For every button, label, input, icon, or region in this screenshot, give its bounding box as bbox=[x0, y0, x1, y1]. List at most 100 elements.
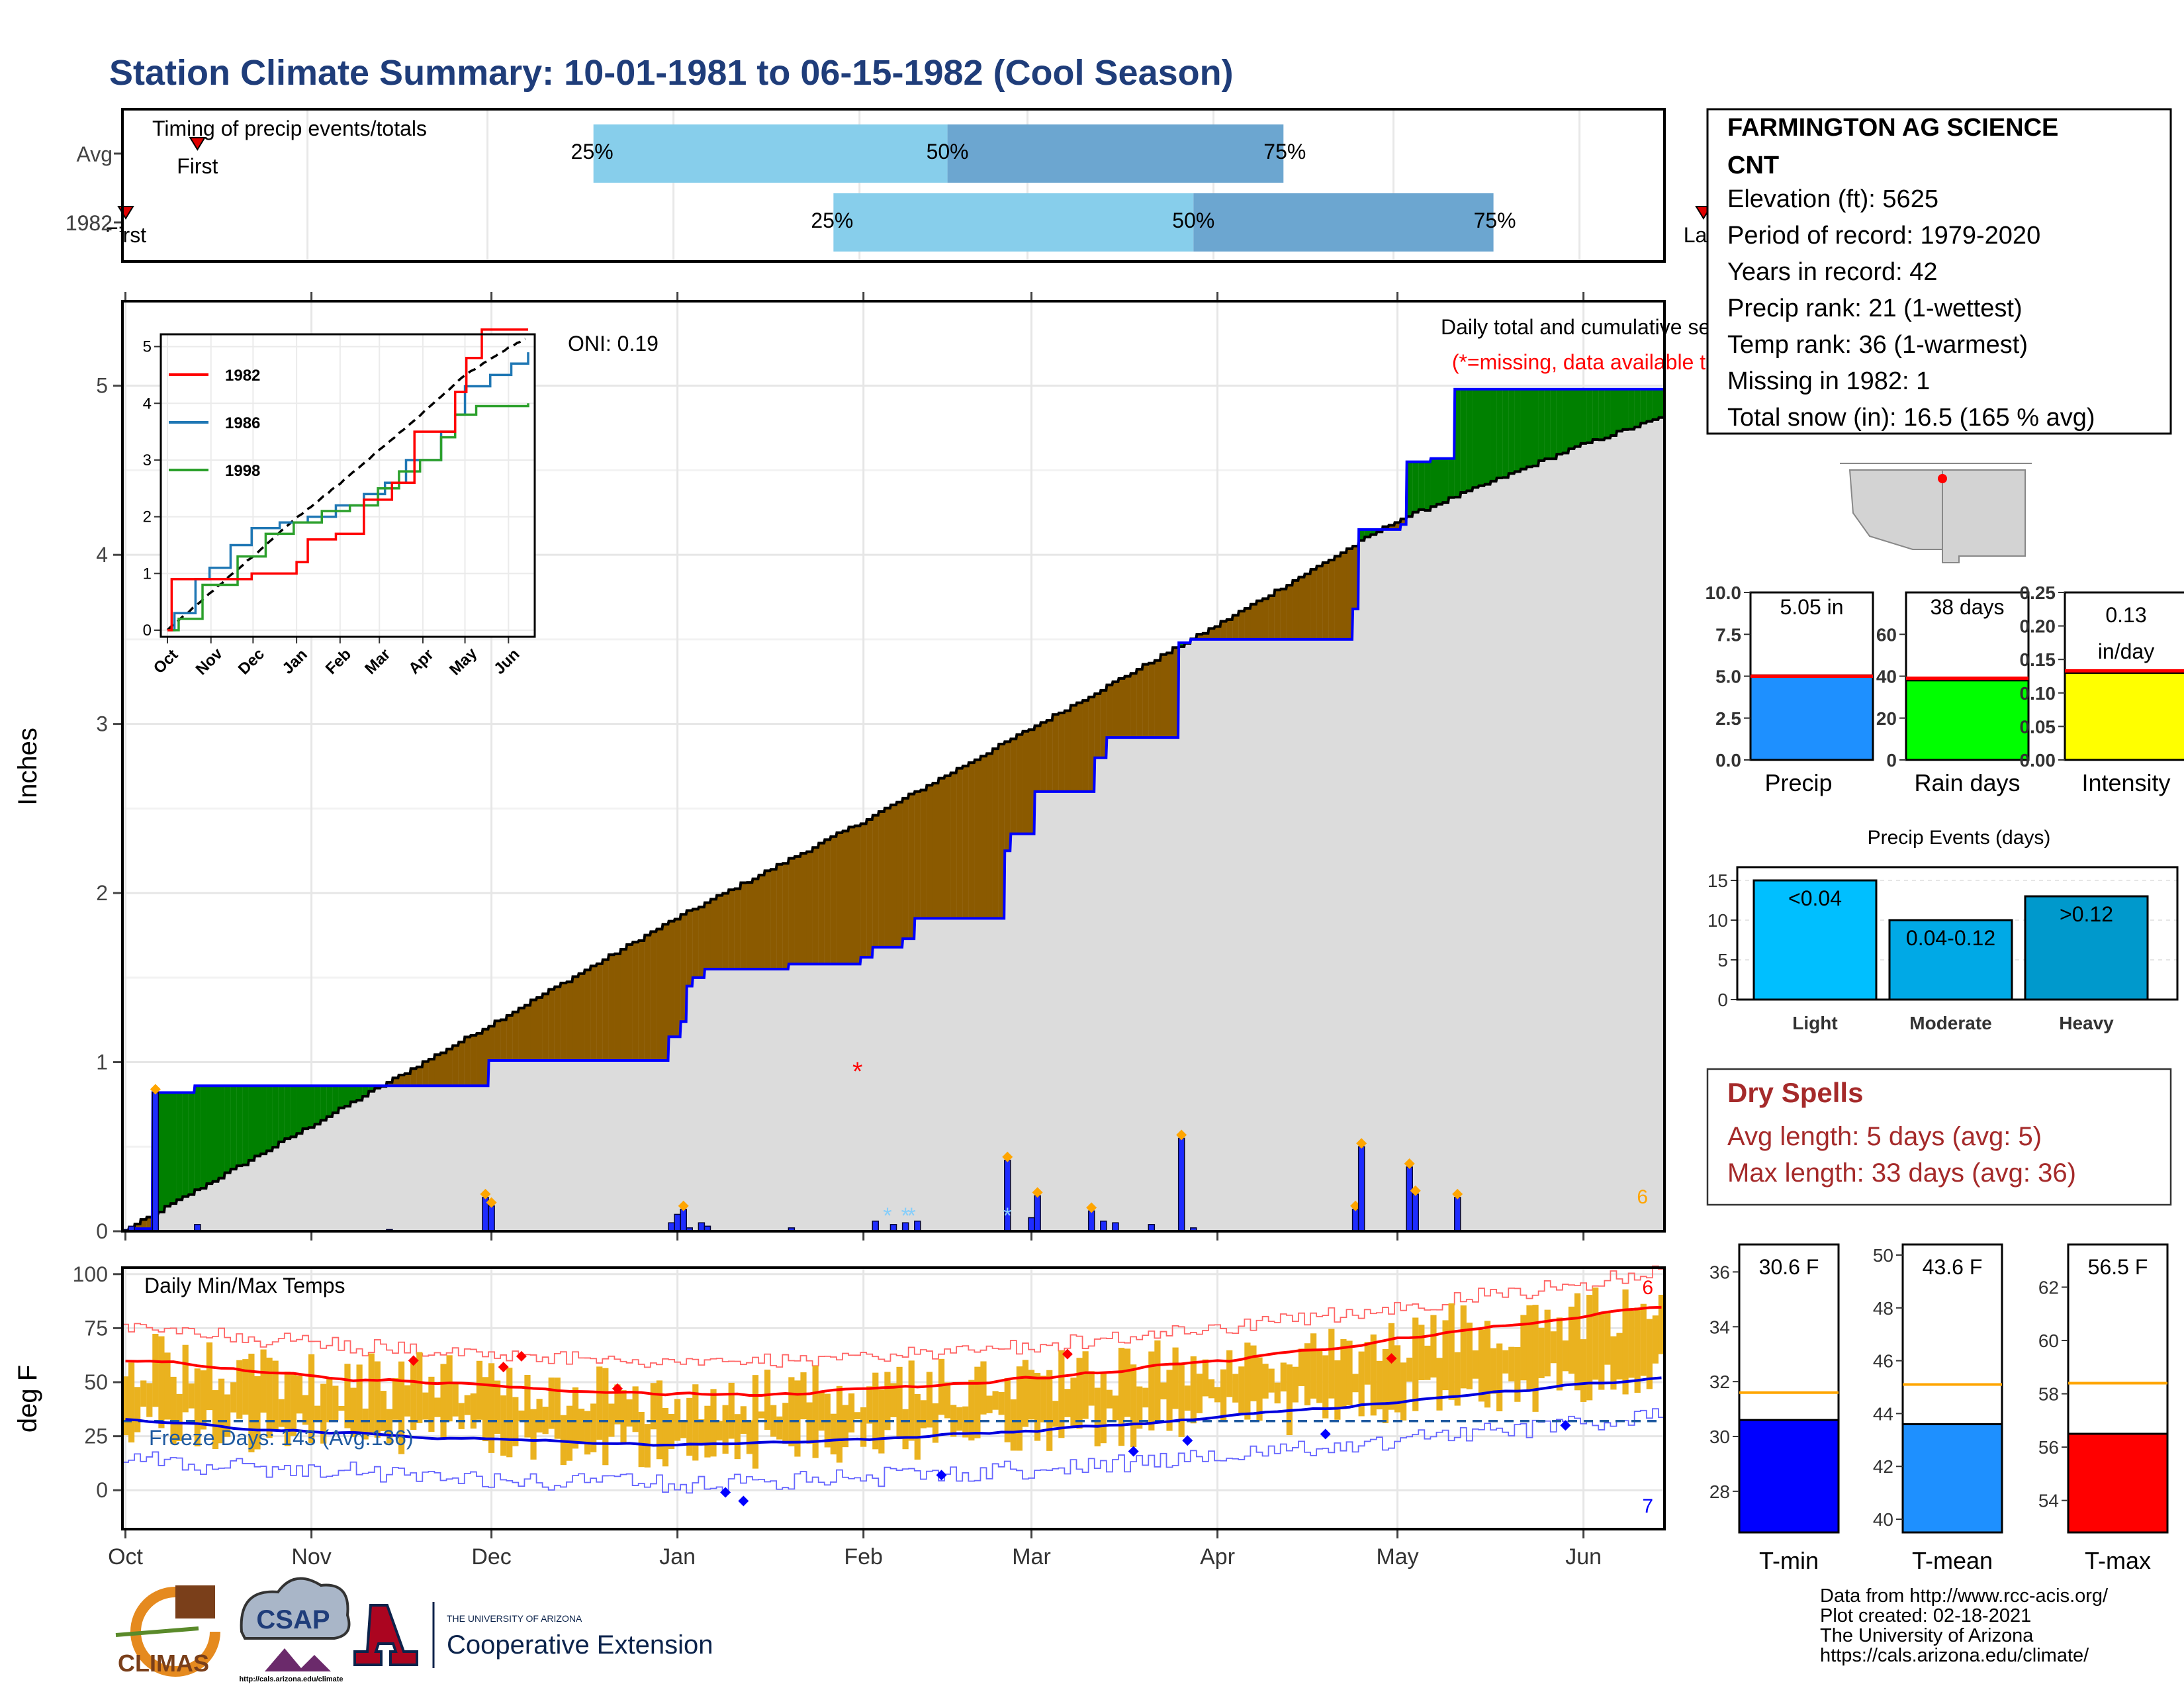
timing-bar-25-50 bbox=[833, 193, 1194, 252]
daily-temp-bar bbox=[1202, 1359, 1209, 1397]
anomaly-fill bbox=[1298, 577, 1305, 639]
anomaly-fill bbox=[1514, 389, 1521, 472]
daily-temp-bar bbox=[194, 1368, 201, 1446]
daily-temp-bar bbox=[716, 1421, 723, 1441]
daily-temp-bar bbox=[1088, 1371, 1095, 1406]
anomaly-fill bbox=[320, 1086, 327, 1121]
anomaly-fill bbox=[440, 1053, 447, 1086]
daily-temp-bar bbox=[692, 1384, 699, 1461]
anomaly-fill bbox=[920, 790, 927, 919]
anomaly-fill bbox=[1244, 608, 1251, 639]
daily-temp-bar bbox=[590, 1403, 597, 1452]
summary-value-label: 38 days bbox=[1930, 595, 2004, 619]
events-ytick-label: 10 bbox=[1707, 910, 1728, 931]
daily-temp-bar bbox=[770, 1405, 777, 1437]
daily-temp-bar bbox=[1004, 1378, 1011, 1442]
temp-bar-ytick-label: 56 bbox=[2038, 1437, 2059, 1458]
daily-temp-bar bbox=[440, 1364, 447, 1439]
summary-ytick-label: 0.00 bbox=[2020, 750, 2056, 771]
daily-temp-bar bbox=[1244, 1342, 1251, 1420]
anomaly-fill bbox=[1316, 566, 1323, 639]
daily-temp-bar bbox=[1658, 1295, 1665, 1354]
timing-title: Timing of precip events/totals bbox=[152, 117, 427, 140]
anomaly-fill bbox=[1640, 389, 1647, 424]
temp-panel-border bbox=[121, 1266, 1666, 1530]
anomaly-fill bbox=[1280, 588, 1287, 639]
anomaly-fill bbox=[428, 1058, 435, 1086]
anomaly-fill bbox=[884, 808, 891, 947]
month-label: Dec bbox=[471, 1544, 511, 1570]
station-info-line: Elevation (ft): 5625 bbox=[1727, 185, 1938, 213]
daily-temp-bar bbox=[410, 1358, 417, 1430]
anomaly-fill bbox=[176, 1092, 183, 1200]
daily-temp-bar bbox=[1598, 1313, 1605, 1390]
anomaly-fill bbox=[926, 785, 933, 919]
inset-ytick-label: 2 bbox=[143, 508, 152, 526]
anomaly-fill bbox=[338, 1086, 345, 1108]
anomaly-fill bbox=[1454, 389, 1461, 498]
anomaly-fill bbox=[1130, 673, 1137, 738]
summary-ytick-label: 0.05 bbox=[2020, 716, 2056, 737]
daily-temp-bar bbox=[1532, 1305, 1539, 1412]
daily-temp-bar bbox=[1646, 1319, 1653, 1389]
anomaly-fill bbox=[1418, 461, 1425, 510]
daily-temp-bar bbox=[656, 1380, 663, 1460]
anomaly-fill bbox=[254, 1086, 261, 1156]
daily-temp-bar bbox=[158, 1336, 165, 1429]
anomaly-fill bbox=[1274, 590, 1281, 639]
daily-temp-bar bbox=[1484, 1321, 1491, 1408]
timing-first-marker bbox=[189, 137, 206, 151]
daily-temp-bar bbox=[128, 1362, 135, 1443]
daily-temp-bar bbox=[230, 1382, 237, 1413]
daily-temp-bar bbox=[1160, 1382, 1167, 1399]
anomaly-fill bbox=[992, 749, 999, 919]
precip-panel-border bbox=[121, 300, 1666, 1233]
daily-temp-bar bbox=[1394, 1345, 1401, 1413]
anomaly-fill bbox=[830, 836, 837, 964]
anomaly-fill bbox=[290, 1086, 296, 1137]
anomaly-fill bbox=[956, 768, 963, 919]
month-label: May bbox=[1376, 1544, 1418, 1570]
summary-ytick-label: 20 bbox=[1876, 708, 1897, 729]
daily-temp-bar bbox=[284, 1372, 291, 1446]
anomaly-fill bbox=[1058, 712, 1065, 792]
month-label: Apr bbox=[1200, 1544, 1235, 1570]
anomaly-fill bbox=[488, 1026, 495, 1060]
anomaly-fill bbox=[1106, 684, 1113, 738]
daily-temp-bar bbox=[710, 1389, 717, 1457]
anomaly-fill bbox=[944, 775, 951, 919]
anomaly-fill bbox=[536, 997, 543, 1060]
anomaly-fill bbox=[1382, 526, 1389, 530]
temp-ytick-label: 50 bbox=[84, 1370, 108, 1394]
daily-temp-bar bbox=[1640, 1303, 1647, 1376]
csap-logo-mountain bbox=[265, 1648, 331, 1671]
temp-ylabel: deg F bbox=[13, 1365, 42, 1432]
snow-marker bbox=[678, 1200, 689, 1211]
daily-temp-bar bbox=[464, 1395, 471, 1415]
daily-temp-bar bbox=[1232, 1374, 1239, 1403]
daily-temp-bar bbox=[1328, 1329, 1335, 1399]
anomaly-fill bbox=[1592, 389, 1599, 440]
daily-temp-bar bbox=[242, 1359, 249, 1415]
anomaly-fill bbox=[1142, 664, 1149, 738]
events-ytick-label: 5 bbox=[1717, 950, 1728, 970]
anomaly-fill bbox=[506, 1015, 513, 1060]
anomaly-fill bbox=[1214, 626, 1221, 639]
daily-temp-bar bbox=[1268, 1368, 1275, 1393]
anomaly-fill bbox=[314, 1086, 321, 1125]
anomaly-fill bbox=[1472, 389, 1479, 488]
daily-temp-bar bbox=[152, 1333, 159, 1407]
daily-temp-bar bbox=[932, 1403, 939, 1443]
daily-temp-bar bbox=[1220, 1369, 1227, 1422]
anomaly-fill bbox=[350, 1086, 357, 1102]
trace-marker: * bbox=[901, 1203, 910, 1229]
daily-temp-bar bbox=[1526, 1305, 1533, 1391]
snow-marker bbox=[1086, 1202, 1097, 1213]
daily-temp-bar bbox=[296, 1376, 303, 1414]
summary-value-label: 5.05 in bbox=[1780, 595, 1843, 619]
summary-ytick-label: 0.10 bbox=[2020, 683, 2056, 704]
daily-temp-bar bbox=[1586, 1295, 1593, 1401]
anomaly-fill bbox=[548, 989, 555, 1060]
anomaly-fill bbox=[1016, 734, 1023, 834]
precip-ytick-label: 4 bbox=[96, 543, 108, 567]
